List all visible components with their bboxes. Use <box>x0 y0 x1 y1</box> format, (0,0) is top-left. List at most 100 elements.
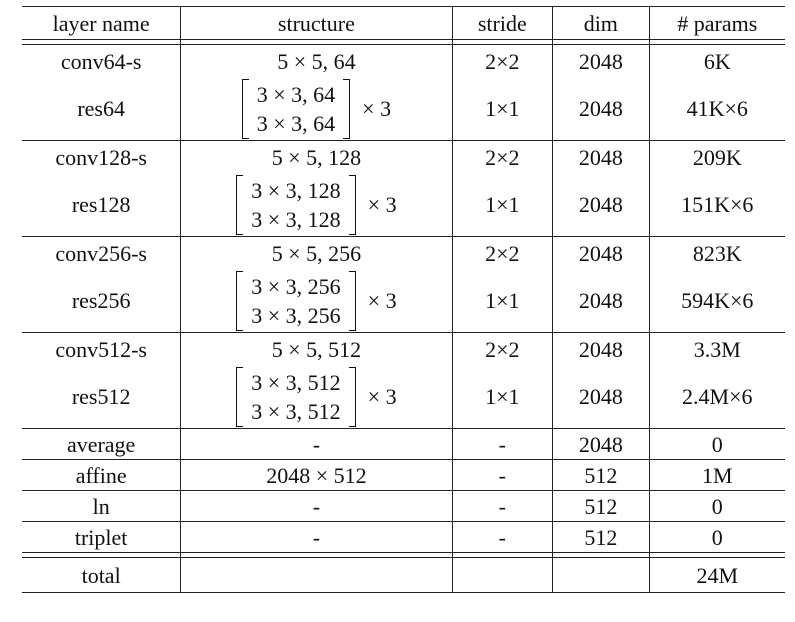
stride: 2×2 <box>451 332 553 365</box>
dim: 512 <box>552 459 650 491</box>
header-params: # params <box>648 6 785 40</box>
matrix-row: 3 × 3, 128 <box>251 177 341 203</box>
params: 6K <box>648 44 785 77</box>
right-bracket <box>343 78 351 139</box>
layer-name: conv128-s <box>55 144 147 170</box>
layer-name: res512 <box>22 365 181 429</box>
dim: 512 <box>552 490 650 522</box>
layer-name: affine <box>22 459 181 491</box>
dim: 2048 <box>552 269 650 333</box>
structure: 2048 × 512 <box>180 459 453 491</box>
architecture-table: layer name structure stride dim # params… <box>22 6 785 593</box>
repeat-count: × 3 <box>367 288 397 313</box>
total-params: 24M <box>648 557 785 593</box>
matrix-row: 3 × 3, 512 <box>251 398 341 424</box>
layer-name: res128 <box>22 173 181 237</box>
header-dim: dim <box>552 6 650 40</box>
total-row: total 24M <box>22 557 785 593</box>
header-structure: structure <box>180 6 453 40</box>
structure: 3 × 3, 128 3 × 3, 128 × 3 <box>180 173 453 237</box>
dim: 2048 <box>552 140 650 173</box>
table-row: res128 3 × 3, 128 3 × 3, 128 × 3 1×1 2048… <box>22 173 785 237</box>
header-stride: stride <box>451 6 553 40</box>
structure: 5 × 5, 256 <box>180 236 453 269</box>
matrix-row: 3 × 3, 512 <box>251 369 341 395</box>
params: 1M <box>648 459 785 491</box>
structure: - <box>180 490 453 522</box>
total-structure <box>180 557 453 593</box>
left-bracket <box>236 174 244 235</box>
params: 3.3M <box>648 332 785 365</box>
stride: - <box>451 428 553 460</box>
structure: 5 × 5, 512 <box>180 332 453 365</box>
params: 209K <box>648 140 785 173</box>
table-row: conv512-s 5 × 5, 512 2×2 2048 3.3M <box>22 332 785 365</box>
table-row: conv128-s 5 × 5, 128 2×2 2048 209K <box>22 140 785 173</box>
table-row: res512 3 × 3, 512 3 × 3, 512 × 3 1×1 2048… <box>22 365 785 429</box>
total-label: total <box>22 557 181 593</box>
block-matrix: 3 × 3, 256 3 × 3, 256 × 3 <box>236 270 397 331</box>
total-double-rule <box>22 552 785 558</box>
right-bracket <box>348 366 356 427</box>
matrix-row: 3 × 3, 64 <box>256 110 336 136</box>
block-matrix: 3 × 3, 64 3 × 3, 64 × 3 <box>241 78 392 139</box>
dim: 512 <box>552 521 650 553</box>
total-dim <box>552 557 650 593</box>
table-row: res64 3 × 3, 64 3 × 3, 64 × 3 1×1 2048 41… <box>22 77 785 141</box>
params: 0 <box>648 490 785 522</box>
table-row: average - - 2048 0 <box>22 428 785 460</box>
layer-name: ln <box>22 490 181 522</box>
right-bracket <box>348 174 356 235</box>
table-header-row: layer name structure stride dim # params <box>22 6 785 40</box>
left-bracket <box>236 366 244 427</box>
structure: 3 × 3, 256 3 × 3, 256 × 3 <box>180 269 453 333</box>
stride: 2×2 <box>451 236 553 269</box>
stride: 1×1 <box>451 77 553 141</box>
total-stride <box>451 557 553 593</box>
params: 151K×6 <box>648 173 785 237</box>
repeat-count: × 3 <box>362 96 392 121</box>
structure: 3 × 3, 512 3 × 3, 512 × 3 <box>180 365 453 429</box>
table-row: triplet - - 512 0 <box>22 521 785 553</box>
table-row: conv256-s 5 × 5, 256 2×2 2048 823K <box>22 236 785 269</box>
matrix-row: 3 × 3, 64 <box>256 81 336 107</box>
dim: 2048 <box>552 428 650 460</box>
header-double-rule <box>22 39 785 45</box>
layer-name: res64 <box>22 77 181 141</box>
structure: 3 × 3, 64 3 × 3, 64 × 3 <box>180 77 453 141</box>
stride: 1×1 <box>451 173 553 237</box>
dim: 2048 <box>552 332 650 365</box>
repeat-count: × 3 <box>367 192 397 217</box>
dim: 2048 <box>552 236 650 269</box>
params: 594K×6 <box>648 269 785 333</box>
matrix-row: 3 × 3, 256 <box>251 302 341 328</box>
params: 0 <box>648 521 785 553</box>
params: 823K <box>648 236 785 269</box>
table-row: affine 2048 × 512 - 512 1M <box>22 459 785 491</box>
stride: 1×1 <box>451 365 553 429</box>
matrix-row: 3 × 3, 128 <box>251 206 341 232</box>
block-matrix: 3 × 3, 128 3 × 3, 128 × 3 <box>236 174 397 235</box>
dim: 2048 <box>552 173 650 237</box>
dim: 2048 <box>552 77 650 141</box>
layer-name: res256 <box>22 269 181 333</box>
structure: - <box>180 428 453 460</box>
layer-name: conv256-s <box>55 240 147 266</box>
dim: 2048 <box>552 44 650 77</box>
layer-name: triplet <box>22 521 181 553</box>
left-bracket <box>236 270 244 331</box>
structure: 5 × 5, 64 <box>180 44 453 77</box>
left-bracket <box>241 78 249 139</box>
params: 2.4M×6 <box>648 365 785 429</box>
structure: - <box>180 521 453 553</box>
stride: 2×2 <box>451 140 553 173</box>
layer-name: conv512-s <box>55 336 147 362</box>
params: 0 <box>648 428 785 460</box>
table-row: ln - - 512 0 <box>22 490 785 522</box>
header-layer-name: layer name <box>22 6 181 40</box>
dim: 2048 <box>552 365 650 429</box>
layer-name: average <box>22 428 181 460</box>
layer-name: conv64-s <box>60 48 142 74</box>
table-row: conv64-s 5 × 5, 64 2×2 2048 6K <box>22 44 785 77</box>
stride: 2×2 <box>451 44 553 77</box>
